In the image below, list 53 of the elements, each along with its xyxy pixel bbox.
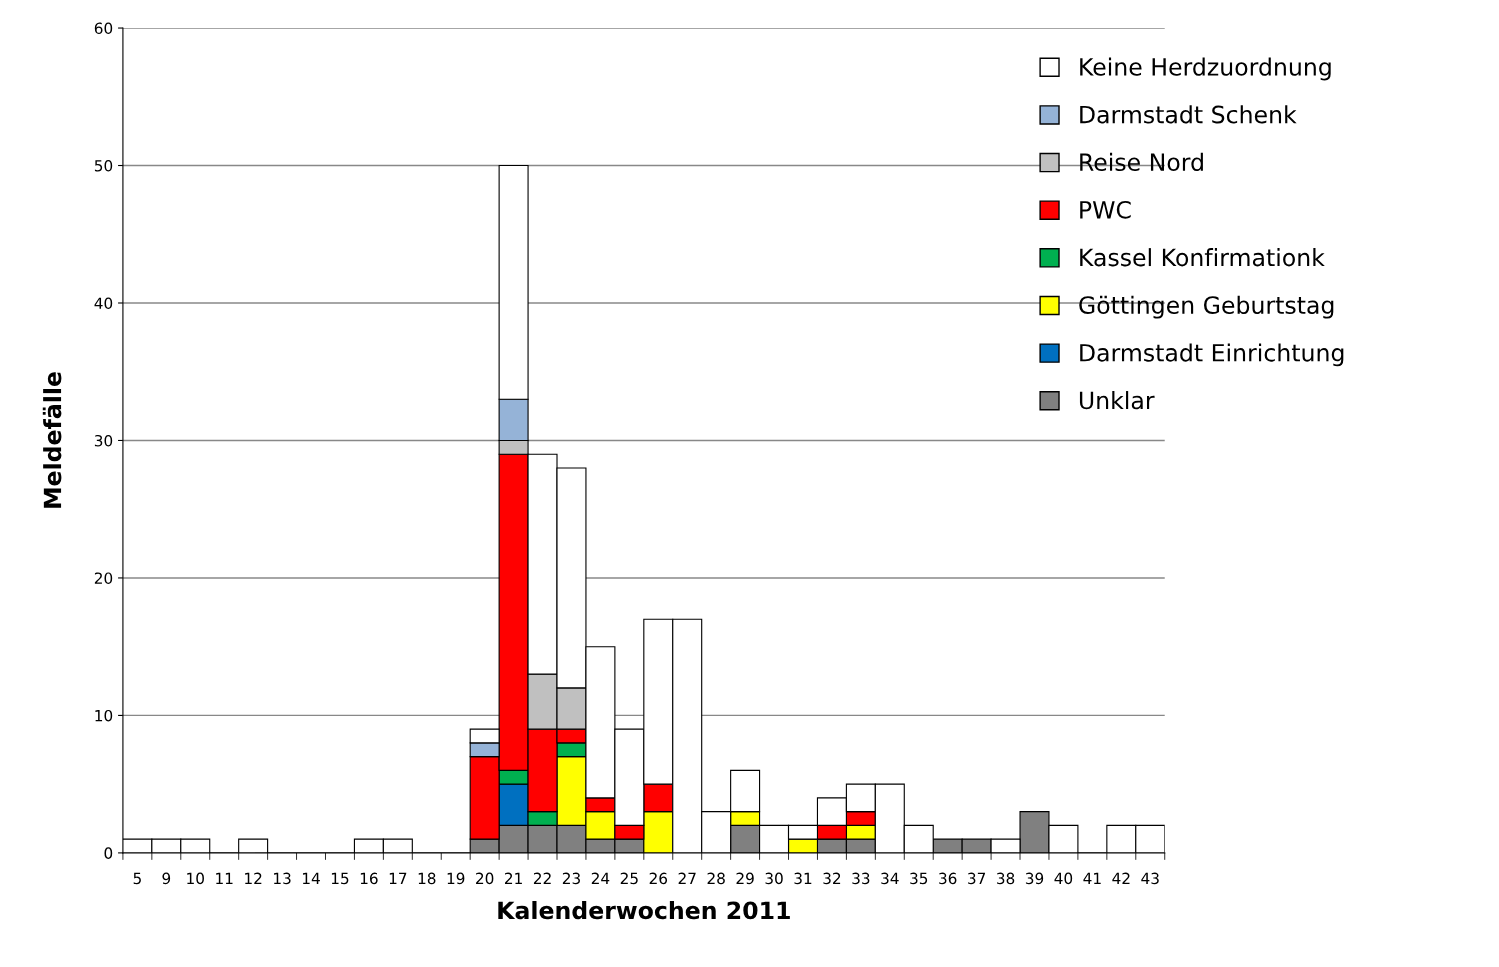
x-tick-label: 14 [302,872,320,884]
x-tick-label: 24 [591,872,610,884]
x-tick-label: 37 [968,872,986,885]
legend-label: Darmstadt Einrichtung [1080,343,1344,367]
x-axis-title: Kalenderwochen 2011 [498,901,790,920]
x-tick-label: 34 [881,872,899,885]
x-tick-label: 39 [1025,872,1044,885]
x-tick-label: 9 [162,872,171,885]
x-tick-label: 15 [331,872,349,885]
x-tick-label: 17 [389,872,407,884]
legend-label: PWC [1080,200,1131,219]
x-tick-label: 38 [997,872,1015,885]
x-tick-label: 25 [620,872,638,885]
x-tick-label: 35 [910,872,928,885]
y-tick-label: 10 [95,709,113,722]
x-tick-label: 30 [765,872,783,885]
x-tick-label: 27 [678,872,696,884]
x-tick-label: 13 [274,872,291,885]
y-tick-label: 0 [104,847,113,859]
x-tick-label: 20 [476,872,494,885]
y-tick-label: 20 [94,572,113,584]
x-tick-label: 42 [1112,872,1130,884]
y-tick-label: 30 [94,434,113,447]
x-tick-label: 5 [133,872,141,885]
x-tick-label: 23 [562,872,580,885]
x-tick-label: 11 [216,872,233,884]
x-tick-label: 28 [707,872,725,885]
legend-label: Göttingen Geburtstag [1079,295,1334,319]
x-tick-label: 32 [823,872,841,885]
x-tick-label: 36 [939,872,957,885]
legend-label: Kassel Konfirmationk [1080,248,1325,267]
y-tick-label: 40 [94,297,113,310]
legend-label: Darmstadt Schenk [1080,105,1297,124]
x-tick-label: 31 [794,872,812,885]
x-tick-label: 43 [1141,872,1159,885]
x-tick-label: 10 [187,872,204,885]
legend-label: Keine Herdzuordnung [1080,57,1331,81]
x-tick-label: 18 [418,872,436,885]
legend-label: Reise Nord [1080,152,1203,172]
y-tick-label: 60 [94,22,113,35]
legend-label: Unklar [1079,391,1155,410]
x-tick-label: 19 [447,872,465,885]
x-tick-label: 33 [852,872,870,885]
x-tick-label: 41 [1083,872,1101,884]
x-tick-label: 12 [245,872,262,884]
x-tick-label: 40 [1054,872,1073,885]
y-axis-title: Meldefälle [42,372,62,508]
x-tick-label: 29 [736,872,754,885]
y-tick-label: 50 [94,159,113,172]
x-tick-label: 22 [533,872,551,884]
x-tick-label: 16 [360,872,378,885]
x-tick-label: 26 [649,872,668,885]
x-tick-label: 21 [504,872,522,884]
